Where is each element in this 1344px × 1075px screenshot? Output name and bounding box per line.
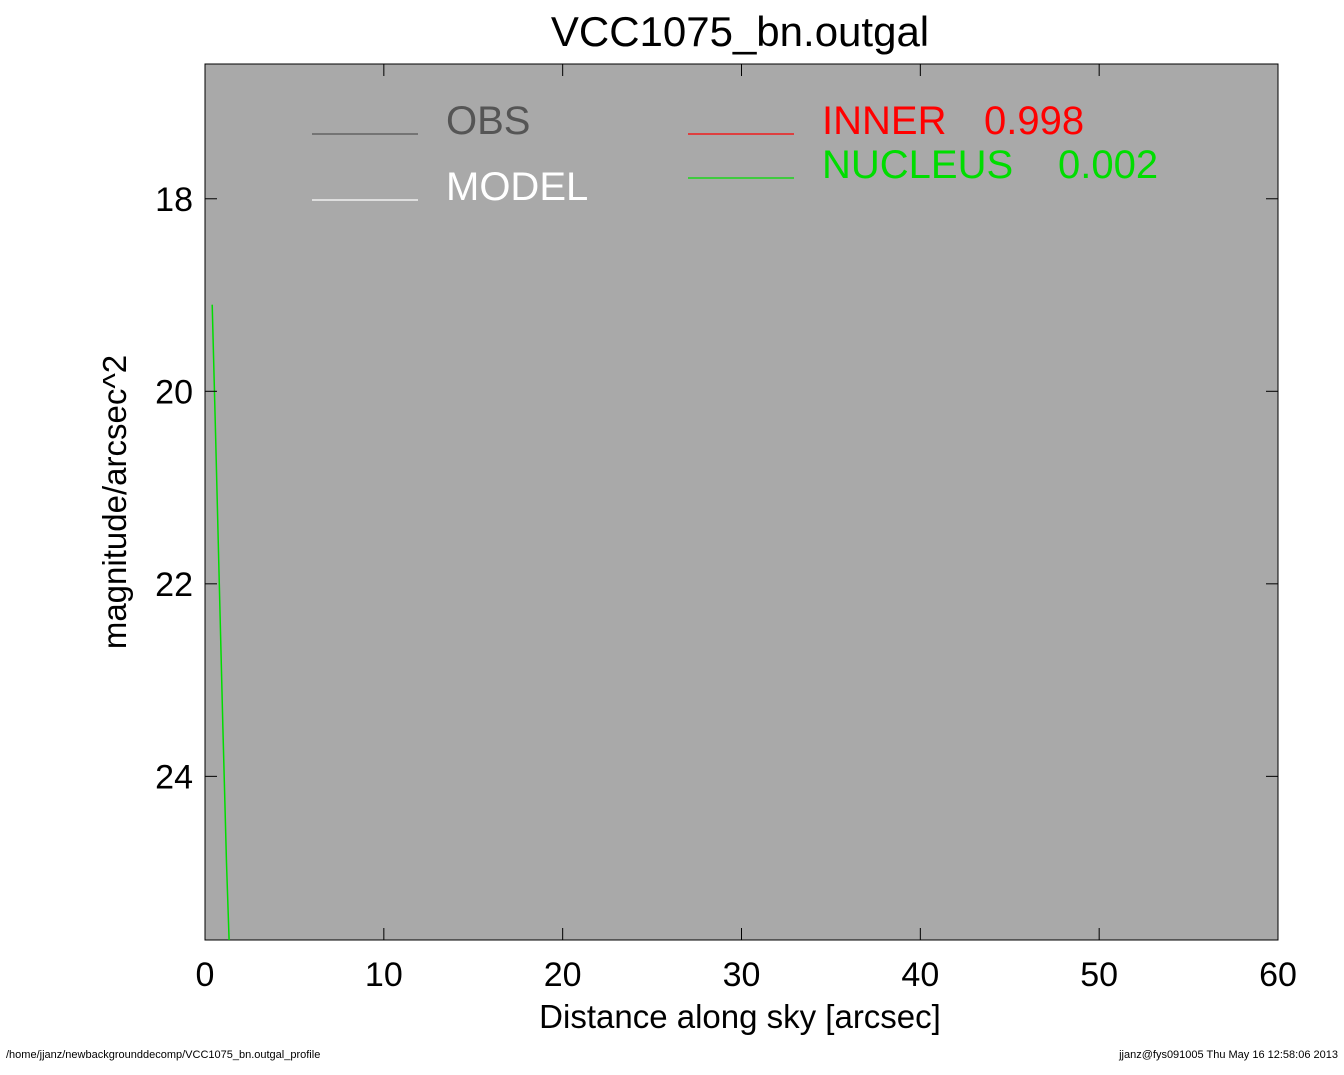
chart-title: VCC1075_bn.outgal: [551, 8, 929, 55]
legend-label-nucleus: NUCLEUS: [822, 143, 1013, 187]
footer-timestamp: jjanz@fys091005 Thu May 16 12:58:06 2013: [1119, 1049, 1338, 1061]
x-tick-label: 50: [1080, 956, 1118, 994]
x-tick-label: 10: [365, 956, 403, 994]
x-axis-label: Distance along sky [arcsec]: [539, 998, 941, 1035]
legend-label-inner: INNER: [822, 99, 946, 143]
nucleus-line: [211, 304, 230, 941]
legend-label-obs: OBS: [446, 99, 530, 143]
x-tick-label: 40: [901, 956, 939, 994]
axis-ticks: 0 10 20 30 40 50 60 18 20 22 24: [155, 64, 1297, 994]
legend-value-inner: 0.998: [984, 99, 1084, 143]
footer-path: /home/jjanz/newbackgrounddecomp/VCC1075_…: [6, 1049, 321, 1061]
plot-area: [204, 63, 1279, 941]
y-axis-label: magnitude/arcsec^2: [96, 355, 133, 649]
x-tick-label: 20: [544, 956, 582, 994]
y-tick-label: 24: [155, 758, 193, 796]
legend-value-nucleus: 0.002: [1058, 143, 1158, 187]
y-tick-label: 18: [155, 181, 193, 219]
legend-label-model: MODEL: [446, 165, 588, 209]
x-tick-label: 60: [1259, 956, 1297, 994]
y-tick-label: 22: [155, 566, 193, 604]
legend: OBS MODEL INNER 0.998 NUCLEUS 0.002: [312, 99, 1158, 209]
y-tick-label: 20: [155, 373, 193, 411]
x-tick-label: 0: [196, 956, 215, 994]
data-marks: [211, 304, 230, 941]
x-tick-label: 30: [723, 956, 761, 994]
